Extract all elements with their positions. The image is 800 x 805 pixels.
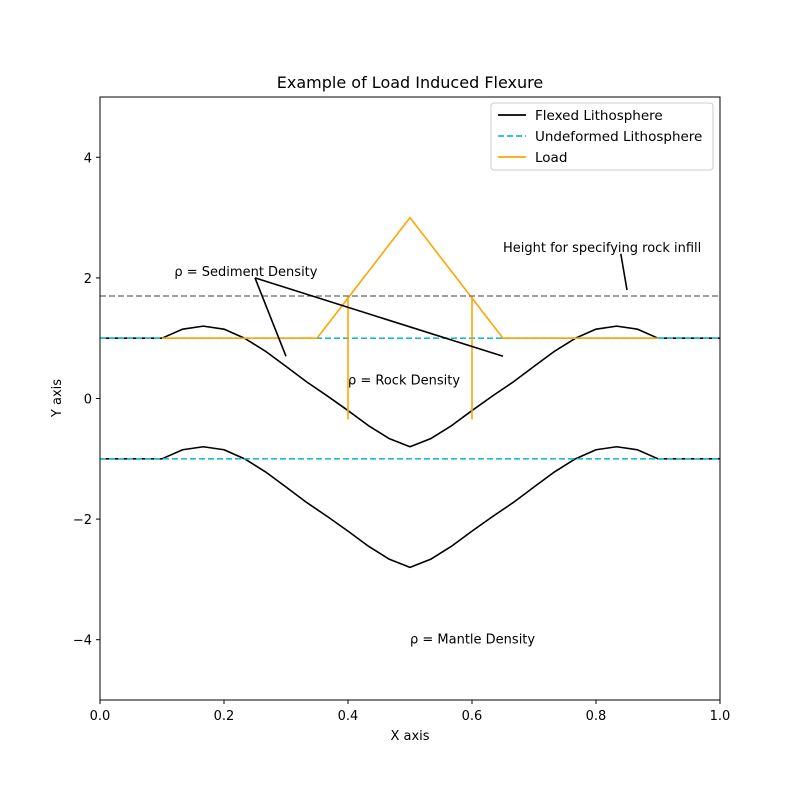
x-tick-label-4: 0.8 (586, 709, 607, 724)
legend: Flexed Lithosphere Undeformed Lithosphere… (490, 102, 714, 171)
annotation-label-2: Height for specifying rock infill (503, 241, 701, 256)
annotation-label-0: ρ = Sediment Density (174, 265, 317, 280)
plot-area (100, 216, 720, 569)
legend-label-1: Undeformed Lithosphere (535, 129, 702, 145)
x-tick-label-3: 0.6 (462, 709, 483, 724)
legend-label-2: Load (535, 150, 567, 166)
x-tick-label-5: 1.0 (710, 709, 731, 724)
y-tick-label-1: −2 (73, 513, 92, 528)
series-line-1 (100, 445, 720, 569)
legend-box (490, 102, 714, 171)
y-tick-label-4: 4 (84, 151, 92, 166)
y-tick-label-0: −4 (73, 634, 92, 649)
annotation-arrow-2-0 (620, 253, 628, 291)
flexed-lithosphere-line-0 (100, 325, 720, 448)
annotation-arrow-0-0 (254, 277, 287, 357)
y-tick-label-2: 0 (84, 393, 92, 408)
x-tick-label-2: 0.4 (338, 709, 359, 724)
axes: 0.0 0.2 0.4 0.6 0.8 1.0 −4 −2 0 2 4 (73, 96, 731, 724)
y-axis-label: Y axis (50, 379, 65, 418)
x-tick-label-1: 0.2 (214, 709, 235, 724)
chart-title: Example of Load Induced Flexure (277, 73, 543, 92)
legend-label-0: Flexed Lithosphere (535, 108, 663, 124)
x-axis-label: X axis (390, 729, 429, 744)
annotations: ρ = Sediment Density ρ = Rock Density Heig… (174, 241, 701, 648)
annotation-label-1: ρ = Rock Density (348, 373, 460, 388)
x-tick-label-0: 0.0 (90, 709, 111, 724)
y-tick-label-3: 2 (84, 272, 92, 287)
annotation-arrow-0-1 (254, 277, 504, 358)
annotation-label-3: ρ = Mantle Density (410, 633, 535, 648)
load-line-4 (162, 216, 658, 340)
axes-frame (99, 96, 721, 701)
